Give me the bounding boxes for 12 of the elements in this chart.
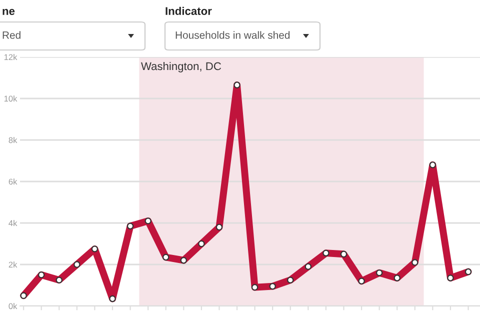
y-tick-label: 8k xyxy=(8,136,18,144)
y-tick-label: 2k xyxy=(8,261,18,268)
text: ne xyxy=(2,8,15,15)
y-tick-label: 10k xyxy=(4,95,18,102)
y-tick-label: 6k xyxy=(8,178,18,185)
text: Indicator xyxy=(166,6,212,15)
annotation: Washington, DC xyxy=(141,62,222,72)
y-tick-label: 4k xyxy=(8,220,18,226)
text: Households in walk shed xyxy=(176,31,290,39)
y-tick-label: 0k xyxy=(8,302,18,310)
text: Red xyxy=(2,31,20,39)
y-tick-label: 12k xyxy=(4,54,18,60)
